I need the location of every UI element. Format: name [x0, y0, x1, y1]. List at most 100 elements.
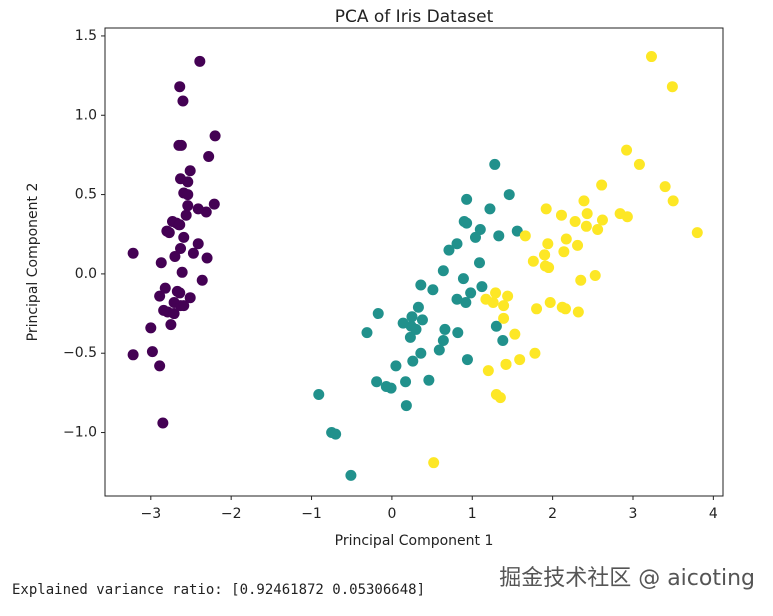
point [416, 314, 428, 326]
point [380, 381, 392, 393]
plot-frame [104, 27, 724, 497]
point [196, 274, 208, 286]
point [572, 239, 584, 251]
point [192, 203, 204, 215]
y-tick-label: −1.0 [63, 425, 97, 441]
point [154, 290, 166, 302]
point [558, 246, 570, 258]
point [437, 265, 449, 277]
point [412, 301, 424, 313]
point [498, 300, 510, 312]
point [175, 243, 187, 255]
point [313, 388, 325, 400]
point [500, 358, 512, 370]
point [182, 200, 194, 212]
point [159, 282, 171, 294]
point [498, 312, 510, 324]
point [184, 165, 196, 177]
point [178, 231, 190, 243]
point [209, 130, 221, 142]
point [400, 376, 412, 388]
point [539, 249, 551, 261]
point [596, 179, 608, 191]
point [177, 95, 189, 107]
point [415, 347, 427, 359]
point [127, 247, 139, 259]
point [527, 255, 539, 267]
point [514, 354, 526, 366]
point [529, 347, 541, 359]
point [390, 360, 402, 372]
y-tick-label: 1.0 [75, 107, 97, 123]
point [173, 139, 185, 151]
point [544, 296, 556, 308]
point [145, 322, 157, 334]
point [182, 176, 194, 188]
point [433, 344, 445, 356]
point [180, 209, 192, 221]
point [155, 257, 167, 269]
point [176, 266, 188, 278]
point [666, 81, 678, 93]
point [542, 238, 554, 250]
point [691, 227, 703, 239]
point [404, 331, 416, 343]
point [461, 193, 473, 205]
point [427, 284, 439, 296]
point [614, 208, 626, 220]
point [154, 360, 166, 372]
point [192, 238, 204, 250]
point [345, 469, 357, 481]
point [490, 320, 502, 332]
x-tick-label: −3 [140, 506, 161, 522]
x-tick-label: 0 [387, 506, 396, 522]
point [184, 292, 196, 304]
point [406, 311, 418, 323]
point [531, 303, 543, 315]
point [555, 209, 567, 221]
point [465, 287, 477, 299]
point [157, 417, 169, 429]
x-tick-label: −1 [301, 506, 322, 522]
point [581, 208, 593, 220]
point [473, 257, 485, 269]
point [165, 319, 177, 331]
point [203, 151, 215, 163]
point [572, 306, 584, 318]
point [437, 335, 449, 347]
point [484, 203, 496, 215]
point [201, 252, 213, 264]
point [458, 216, 470, 228]
point [208, 198, 220, 210]
point [511, 225, 523, 237]
point [194, 55, 206, 67]
y-tick-label: 1.5 [75, 28, 97, 44]
chart-title: PCA of Iris Dataset [335, 7, 494, 27]
point [371, 376, 383, 388]
point [560, 233, 572, 245]
point [461, 354, 473, 366]
point [443, 244, 455, 256]
y-axis-label: Principal Component 2 [25, 183, 41, 342]
point [569, 216, 581, 228]
point [452, 327, 464, 339]
x-tick-label: 1 [468, 506, 477, 522]
point [589, 269, 601, 281]
point [502, 290, 514, 302]
point [174, 287, 186, 299]
point [163, 227, 175, 239]
point [503, 189, 515, 201]
point [182, 189, 194, 201]
x-tick-label: −2 [221, 506, 242, 522]
point [168, 308, 180, 320]
point [578, 195, 590, 207]
point [146, 346, 158, 358]
point [439, 323, 451, 335]
point [474, 223, 486, 235]
point [509, 328, 521, 340]
y-tick-label: 0.5 [75, 187, 97, 203]
point [361, 327, 373, 339]
point [592, 223, 604, 235]
x-tick-label: 4 [709, 506, 718, 522]
